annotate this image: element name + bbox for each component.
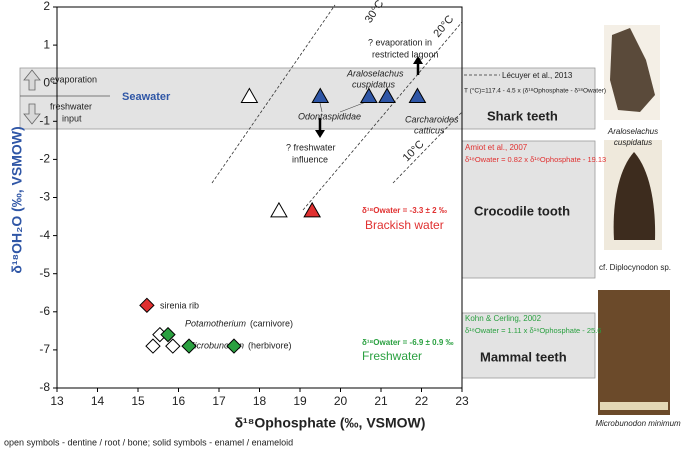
point (226, 338, 242, 354)
annotation: 10°C (401, 138, 427, 164)
annotation: cuspidatus (614, 138, 652, 147)
point (408, 87, 427, 104)
point (139, 297, 155, 314)
y-tick-label: -2 (39, 152, 50, 166)
annotation: (herbivore) (248, 340, 292, 350)
x-tick-label: 14 (91, 394, 105, 408)
annotation: Lécuyer et al., 2013 (502, 71, 573, 80)
annotation: δ¹⁸Owater = -6.9 ± 0.9 ‰ (362, 338, 454, 347)
annotation: δ¹⁸Owater = 0.82 x δ¹⁸Ophosphate - 19.13 (465, 155, 606, 164)
shark-tooth (610, 28, 655, 112)
point (165, 338, 181, 354)
y-tick-label: -1 (39, 113, 50, 127)
point (145, 338, 161, 354)
annotation: T (°C)=117.4 - 4.5 x (δ¹⁸Ophosphate - δ¹… (464, 87, 606, 95)
annotation: Carcharoides (405, 114, 459, 124)
x-tick-label: 22 (415, 394, 429, 408)
isotherm-10 (392, 111, 463, 184)
annotation: Odontaspididae (298, 111, 361, 121)
annotation: Mammal teeth (480, 349, 567, 364)
annotation: Shark teeth (487, 108, 558, 123)
x-tick-label: 17 (212, 394, 226, 408)
annotation: catticus (414, 125, 445, 135)
fresh-arrowhead (315, 130, 325, 138)
point (160, 326, 176, 343)
point (311, 87, 330, 104)
mammal-box (461, 312, 596, 379)
annotation: Crocodile tooth (474, 203, 570, 218)
y-tick-label: -5 (39, 266, 50, 280)
annotation: cuspidatus (352, 79, 396, 89)
annotation: 30°C (363, 0, 386, 25)
annotation: Seawater (122, 91, 171, 103)
isotherm-30 (211, 4, 336, 184)
x-tick-label: 20 (334, 394, 348, 408)
photo-mammal-teeth (598, 290, 670, 415)
annotation: Microbunodon minimum (595, 419, 681, 428)
annotation: Potamotherium (185, 318, 247, 328)
annotation: evaporation (50, 74, 97, 84)
annotation: Araloselachus (346, 68, 404, 78)
point (359, 87, 378, 104)
isotherm-20 (302, 21, 463, 211)
point (270, 201, 288, 218)
annotation: (carnivore) (250, 318, 293, 328)
y-tick-label: -8 (39, 380, 50, 394)
point (378, 87, 396, 104)
annotation: δ¹⁸Owater = 1.11 x δ¹⁸Ophosphate - 25.6 (465, 326, 601, 335)
annotation: influence (292, 154, 328, 164)
annotation: Kohn & Cerling, 2002 (465, 314, 542, 323)
annotation: Amiot et al., 2007 (465, 143, 528, 152)
point (240, 87, 259, 104)
footnote: open symbols - dentine / root / bone; so… (4, 437, 293, 447)
y-tick-label: -4 (39, 228, 50, 242)
x-tick-label: 15 (131, 394, 145, 408)
annotation: Brackish water (365, 218, 444, 232)
crocodile-box (461, 140, 596, 279)
pointer (339, 101, 367, 113)
y-tick-label: -3 (39, 190, 50, 204)
x-tick-label: 21 (374, 394, 388, 408)
x-tick-label: 18 (253, 394, 267, 408)
point (181, 338, 197, 354)
evap-arrowhead (413, 56, 423, 64)
up-arrow (23, 69, 41, 91)
annotation: 20°C (431, 13, 456, 40)
x-tick-label: 13 (50, 394, 64, 408)
annotation: Freshwater (362, 349, 422, 363)
x-tick-label: 16 (172, 394, 186, 408)
annotation: restricted lagoon (372, 49, 439, 59)
y-tick-label: 2 (43, 0, 50, 13)
y-tick-label: 0 (43, 75, 50, 89)
annotation: Microbunodon (187, 340, 244, 350)
y-tick-label: -6 (39, 304, 50, 318)
y-axis-label: δ¹⁸OH₂O (‰, VSMOW) (9, 126, 25, 273)
annotation: δ¹⁸Owater = -3.3 ± 2 ‰ (362, 206, 447, 215)
annotation: cf. Diplocynodon sp. (599, 263, 671, 272)
annotation: freshwater (50, 101, 92, 111)
y-tick-label: 1 (43, 37, 50, 51)
annotation: Araloselachus (607, 127, 658, 136)
y-tick-label: -7 (39, 342, 50, 356)
annotation: input (62, 113, 82, 123)
down-arrow (23, 103, 41, 125)
x-tick-label: 23 (455, 394, 469, 408)
annotation: ? evaporation in (368, 37, 432, 47)
annotation: ? freshwater (286, 142, 336, 152)
seawater-band (19, 67, 596, 130)
scale-bar (600, 402, 668, 410)
point (303, 201, 322, 218)
pointer (319, 102, 323, 113)
x-tick-label: 19 (293, 394, 307, 408)
croc-tooth (613, 152, 656, 240)
isotherms (211, 4, 500, 211)
annotation: sirenia rib (160, 300, 199, 310)
plot-frame (56, 6, 463, 389)
x-axis-label: δ¹⁸Ophosphate (‰, VSMOW) (235, 415, 426, 431)
pointer-lines (319, 101, 367, 113)
